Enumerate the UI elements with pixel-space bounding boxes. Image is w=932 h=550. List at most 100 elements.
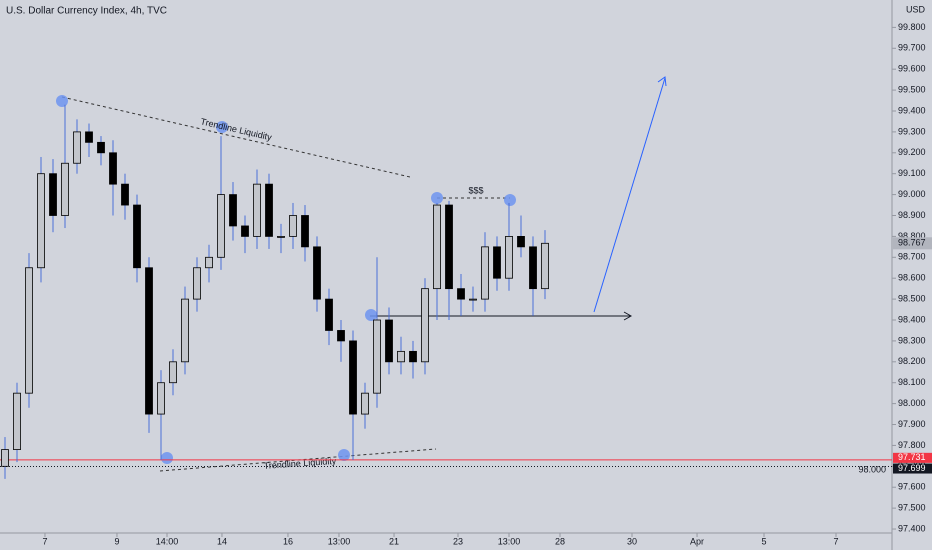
y-tick-label: 99.500	[898, 84, 926, 94]
y-tick-label: 99.400	[898, 105, 926, 115]
candle-body	[49, 173, 57, 216]
candle-body	[253, 183, 261, 237]
candle-body	[481, 246, 489, 300]
last-price-label: 98.767	[898, 238, 926, 248]
candle-body	[25, 267, 33, 394]
candle-body	[241, 225, 249, 237]
candle-body	[265, 183, 273, 237]
candle-body	[529, 246, 537, 290]
marker	[56, 95, 68, 107]
candle-body	[157, 382, 165, 415]
candle-body	[325, 298, 333, 331]
x-tick-label: 7	[42, 536, 47, 546]
x-tick-label: 7	[833, 536, 838, 546]
y-tick-label: 97.900	[898, 419, 926, 429]
marker	[161, 452, 173, 464]
candle-body	[361, 392, 369, 415]
y-tick-label: 98.400	[898, 314, 926, 324]
y-tick-label: 97.500	[898, 503, 926, 513]
candle-body	[397, 350, 405, 363]
candle-body	[61, 162, 69, 216]
price-tag-label: 97.731	[898, 452, 926, 462]
candle-body	[349, 340, 357, 415]
candle-body	[493, 246, 501, 279]
y-tick-label: 98.600	[898, 273, 926, 283]
x-tick-label: 14	[217, 536, 227, 546]
candle-body	[37, 173, 45, 269]
candle-body	[289, 215, 297, 237]
y-tick-label: 98.200	[898, 356, 926, 366]
y-tick-label: 99.000	[898, 189, 926, 199]
annotation: Trendline Liquidity	[200, 116, 274, 142]
y-tick-label: 98.500	[898, 293, 926, 303]
candle-body	[421, 288, 429, 363]
x-tick-label: 30	[627, 536, 637, 546]
candle-body	[145, 267, 153, 415]
candle-body	[409, 350, 417, 363]
candle-body	[169, 361, 177, 384]
arrow-head	[657, 76, 667, 87]
x-tick-label: 13:00	[328, 536, 351, 546]
marker	[504, 194, 516, 206]
price-tag	[893, 463, 932, 474]
x-tick-label: 21	[389, 536, 399, 546]
candle-body	[385, 319, 393, 363]
candle-body	[181, 298, 189, 363]
candle-body	[97, 141, 105, 154]
y-tick-label: 99.800	[898, 22, 926, 32]
y-tick-label: 98.300	[898, 335, 926, 345]
marker	[365, 309, 377, 321]
marker	[431, 192, 443, 204]
y-tick-label: 97.400	[898, 523, 926, 533]
x-tick-label: 16	[283, 536, 293, 546]
candle-body	[277, 236, 285, 238]
markers	[56, 95, 516, 464]
last-price-tag	[893, 237, 932, 250]
candle-body	[13, 392, 21, 451]
y-tick-label: 99.600	[898, 64, 926, 74]
marker	[216, 121, 228, 133]
candle-body	[433, 204, 441, 290]
candle-body	[133, 204, 141, 269]
candle-body	[85, 131, 93, 143]
y-tick-label: 98.100	[898, 377, 926, 387]
price-tag	[893, 452, 932, 463]
annotation: $$$	[468, 185, 483, 195]
currency-label: USD	[906, 4, 926, 14]
candle-body	[457, 288, 465, 300]
x-tick-label: 9	[114, 536, 119, 546]
x-tick-label: 28	[555, 536, 565, 546]
x-tick-label: 14:00	[156, 536, 179, 546]
candle-body	[313, 246, 321, 300]
y-tick-label: 99.200	[898, 147, 926, 157]
price-tag-label: 97.699	[898, 463, 926, 473]
y-tick-label: 99.100	[898, 168, 926, 178]
y-tick-label: 98.800	[898, 231, 926, 241]
candle-body	[1, 449, 9, 467]
x-tick-label: Apr	[690, 536, 704, 546]
candle-body	[217, 194, 225, 258]
candle-body	[193, 267, 201, 300]
annotation: Trendline Liquidity	[263, 456, 337, 471]
candle-body	[337, 330, 345, 342]
x-tick-label: 13:00	[498, 536, 521, 546]
candle-body	[541, 242, 549, 290]
y-tick-label: 99.700	[898, 43, 926, 53]
projection-arrow	[593, 77, 666, 313]
x-tick-label: 23	[453, 536, 463, 546]
candle-body	[301, 215, 309, 248]
candle-body	[445, 204, 453, 290]
candle-body	[205, 256, 213, 269]
candle-body	[229, 194, 237, 227]
candle-body	[505, 236, 513, 279]
candle-body	[121, 183, 129, 206]
y-tick-label: 97.800	[898, 440, 926, 450]
arrow-head	[623, 311, 633, 321]
y-tick-label: 98.900	[898, 210, 926, 220]
x-tick-label: 5	[761, 536, 766, 546]
y-tick-label: 98.000	[898, 398, 926, 408]
candle-body	[469, 298, 477, 301]
candle-body	[73, 131, 81, 164]
y-tick-label: 98.700	[898, 252, 926, 262]
